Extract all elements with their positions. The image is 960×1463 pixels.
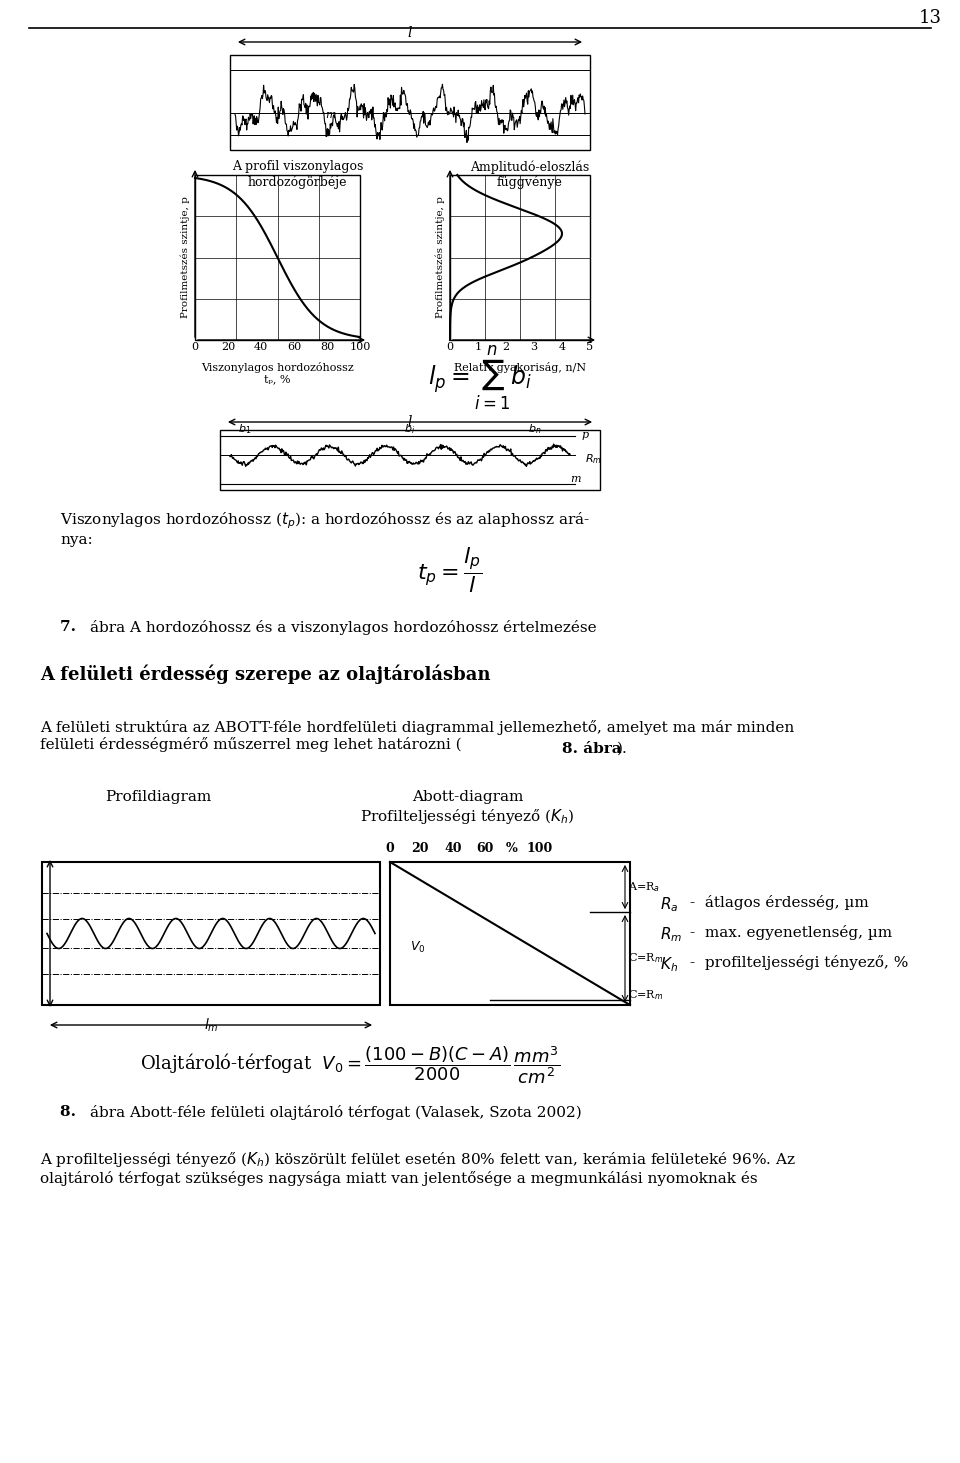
Text: 8.: 8.: [60, 1105, 86, 1119]
Text: 13: 13: [919, 9, 942, 26]
Text: C=R$_m$: C=R$_m$: [628, 988, 663, 1002]
Text: Profildiagram: Profildiagram: [105, 790, 211, 805]
Text: Olajtároló-térfogat  $V_0 = \dfrac{(100-B)(C-A)}{2000}\,\dfrac{mm^3}{cm^2}$: Olajtároló-térfogat $V_0 = \dfrac{(100-B…: [140, 1045, 560, 1086]
Text: 100: 100: [349, 342, 371, 353]
Text: A profil viszonylagos
hordozógörbéje: A profil viszonylagos hordozógörbéje: [231, 159, 363, 189]
Text: 3: 3: [531, 342, 538, 353]
Text: 0: 0: [386, 843, 395, 854]
Text: 4: 4: [559, 342, 565, 353]
Text: A profilteljességi tényező ($K_h$) köszörült felület esetén 80% felett van, kerá: A profilteljességi tényező ($K_h$) köszö…: [40, 1150, 796, 1186]
Text: 5: 5: [587, 342, 593, 353]
Text: -  max. egyenetlenség, µm: - max. egyenetlenség, µm: [690, 925, 892, 941]
Text: $l_m$: $l_m$: [204, 1017, 218, 1034]
Text: 40: 40: [444, 843, 462, 854]
Text: $t_p = \dfrac{l_p}{l}$: $t_p = \dfrac{l_p}{l}$: [418, 546, 483, 594]
Text: $b_n$: $b_n$: [528, 421, 541, 436]
Text: 100: 100: [527, 843, 553, 854]
Text: A felületi struktúra az ABOTT-féle hordfelületi diagrammal jellemezhető, amelyet: A felületi struktúra az ABOTT-féle hordf…: [40, 720, 794, 752]
Text: Relatív gyakoriság, n/N: Relatív gyakoriság, n/N: [454, 361, 586, 373]
Text: 20: 20: [221, 342, 235, 353]
Text: A=R$_a$: A=R$_a$: [628, 881, 660, 894]
Text: l: l: [408, 415, 412, 429]
Text: 80: 80: [320, 342, 334, 353]
Text: $l_p = \sum_{i=1}^{n} b_i$: $l_p = \sum_{i=1}^{n} b_i$: [428, 344, 532, 413]
Text: 1: 1: [474, 342, 482, 353]
Text: ábra Abott-féle felületi olajtároló térfogat (Valasek, Szota 2002): ábra Abott-féle felületi olajtároló térf…: [90, 1105, 582, 1121]
Text: -  profilteljességi tényező, %: - profilteljességi tényező, %: [690, 955, 908, 970]
Text: $b_1$: $b_1$: [238, 421, 252, 436]
Text: 2: 2: [502, 342, 510, 353]
Text: 40: 40: [253, 342, 268, 353]
Text: 60: 60: [287, 342, 301, 353]
Text: $R_m$: $R_m$: [660, 925, 683, 944]
Text: ábra A hordozóhossz és a viszonylagos hordozóhossz értelmezése: ábra A hordozóhossz és a viszonylagos ho…: [90, 620, 596, 635]
Text: Amplitudó-eloszlás
függvénye: Amplitudó-eloszlás függvénye: [470, 159, 589, 189]
Text: Profilmetszés szintje, p: Profilmetszés szintje, p: [436, 196, 445, 319]
Text: Abott-diagram
Profilteljességi tényező ($K_h$): Abott-diagram Profilteljességi tényező (…: [360, 790, 575, 825]
Text: 8. ábra: 8. ábra: [562, 742, 622, 756]
Text: m: m: [325, 110, 335, 120]
Text: m: m: [569, 474, 580, 484]
Text: %: %: [506, 843, 517, 854]
Text: Viszonylagos hordozóhossz
tₚ, %: Viszonylagos hordozóhossz tₚ, %: [202, 361, 354, 385]
Text: 7.: 7.: [60, 620, 86, 633]
Text: p: p: [582, 430, 589, 440]
Text: Viszonylagos hordozóhossz ($t_p$): a hordozóhossz és az alaphossz ará-
nya:: Viszonylagos hordozóhossz ($t_p$): a hor…: [60, 511, 590, 547]
Text: $K_h$: $K_h$: [660, 955, 678, 974]
Text: $b_i$: $b_i$: [404, 421, 416, 436]
Text: $R_m$: $R_m$: [585, 452, 602, 465]
Text: ).: ).: [617, 742, 628, 756]
Text: $R_a$: $R_a$: [660, 895, 679, 914]
Text: 60: 60: [476, 843, 493, 854]
Text: 20: 20: [411, 843, 429, 854]
Text: l: l: [408, 26, 412, 40]
Text: -  átlagos érdesség, µm: - átlagos érdesség, µm: [690, 895, 869, 910]
Text: Profilmetszés szintje, p: Profilmetszés szintje, p: [180, 196, 190, 319]
Text: A felületi érdesség szerepe az olajtárolásban: A felületi érdesség szerepe az olajtárol…: [40, 666, 491, 685]
Text: 0: 0: [446, 342, 453, 353]
Text: C=R$_m$: C=R$_m$: [628, 951, 663, 966]
Text: 0: 0: [191, 342, 199, 353]
Text: $V_0$: $V_0$: [410, 941, 425, 955]
